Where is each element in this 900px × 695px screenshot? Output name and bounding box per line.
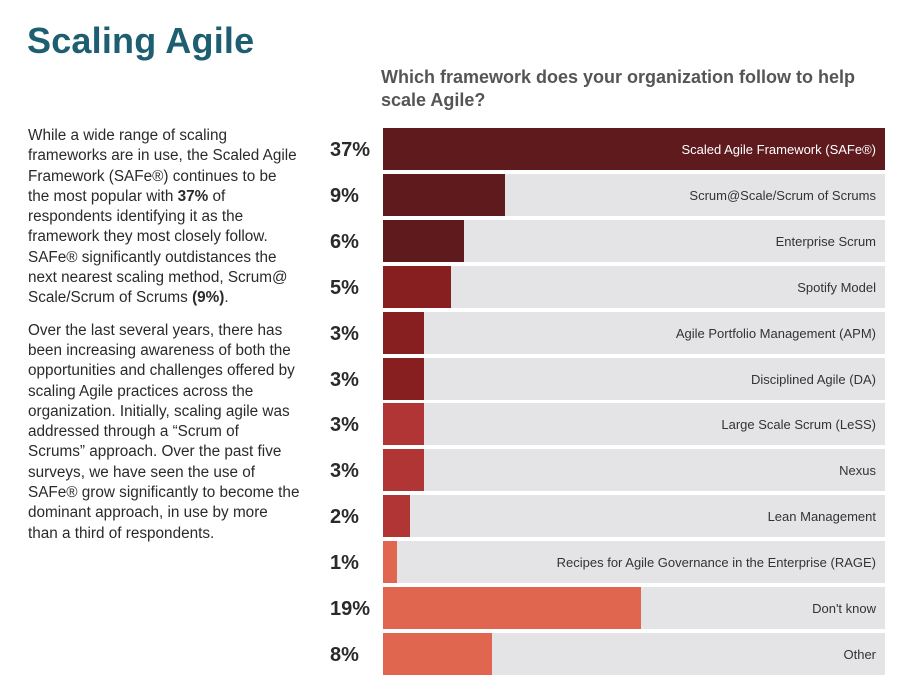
page-title: Scaling Agile <box>27 20 255 61</box>
bar-value-label: 19% <box>330 598 371 620</box>
bar-row: 5% Spotify Model <box>330 266 886 308</box>
paragraph-1: While a wide range of scaling frameworks… <box>28 127 297 307</box>
bar-track: Spotify Model <box>383 266 885 308</box>
bar-row: 3% Disciplined Agile (DA) <box>330 358 886 400</box>
bar-track: Scaled Agile Framework (SAFe®) <box>383 128 885 170</box>
bar-value-label: 2% <box>330 506 359 528</box>
bar <box>383 358 424 400</box>
bar-value-label: 37% <box>330 139 371 161</box>
bar-value-label: 3% <box>330 323 359 345</box>
bar-row: 3% Nexus <box>330 449 886 491</box>
category-label: Lean Management <box>767 509 876 524</box>
bar-row: 9% Scrum@Scale/Scrum of Scrums <box>330 174 886 216</box>
category-label: Scrum@Scale/Scrum of Scrums <box>689 188 876 203</box>
bar-track: Disciplined Agile (DA) <box>383 358 885 400</box>
bar-row: 3% Agile Portfolio Management (APM) <box>330 312 886 354</box>
bar <box>383 449 424 491</box>
body-text: While a wide range of scaling frameworks… <box>28 126 300 556</box>
category-label: Don't know <box>812 601 876 616</box>
bar-track: Lean Management <box>383 495 885 537</box>
bar <box>383 403 424 445</box>
bar-track: Enterprise Scrum <box>383 220 885 262</box>
bar <box>383 541 397 583</box>
chart-title: Which framework does your organization f… <box>381 67 856 110</box>
bar-row: 3% Large Scale Scrum (LeSS) <box>330 403 886 445</box>
category-label: Agile Portfolio Management (APM) <box>675 326 876 341</box>
bar-track: Nexus <box>383 449 885 491</box>
bar-track: Recipes for Agile Governance in the Ente… <box>383 541 885 583</box>
bar-value-label: 9% <box>330 185 359 207</box>
bar-value-label: 3% <box>330 460 359 482</box>
bar <box>383 174 506 216</box>
bar <box>383 633 492 675</box>
bar-track: Other <box>383 633 885 675</box>
category-label: Enterprise Scrum <box>775 234 876 249</box>
category-label: Scaled Agile Framework (SAFe®) <box>681 142 876 157</box>
bar-value-label: 1% <box>330 552 359 574</box>
bar-row: 19% Don't know <box>330 587 886 629</box>
bar-row: 8% Other <box>330 633 886 675</box>
category-label: Recipes for Agile Governance in the Ente… <box>556 555 876 570</box>
bar-value-label: 3% <box>330 414 359 436</box>
bar <box>383 220 465 262</box>
bar <box>383 495 411 537</box>
category-label: Spotify Model <box>797 280 876 295</box>
bar <box>383 587 641 629</box>
bar-track: Scrum@Scale/Scrum of Scrums <box>383 174 885 216</box>
bar-row: 1% Recipes for Agile Governance in the En… <box>330 541 886 583</box>
category-label: Disciplined Agile (DA) <box>751 372 876 387</box>
bar-value-label: 6% <box>330 231 359 253</box>
bar <box>383 128 885 170</box>
bar-track: Large Scale Scrum (LeSS) <box>383 403 885 445</box>
bar <box>383 266 451 308</box>
bar <box>383 312 424 354</box>
bar-track: Agile Portfolio Management (APM) <box>383 312 885 354</box>
paragraph-2: Over the last several years, there has b… <box>28 321 300 542</box>
bar-track: Don't know <box>383 587 885 629</box>
bar-value-label: 5% <box>330 277 359 299</box>
bar-value-label: 3% <box>330 369 359 391</box>
bar-chart: 37% Scaled Agile Framework (SAFe®) 9% Scrum… <box>330 128 890 678</box>
bar-row: 37% Scaled Agile Framework (SAFe®) <box>330 128 886 170</box>
category-label: Other <box>843 647 876 662</box>
category-label: Large Scale Scrum (LeSS) <box>721 417 876 432</box>
category-label: Nexus <box>839 463 876 478</box>
bar-value-label: 8% <box>330 644 359 666</box>
bar-row: 6% Enterprise Scrum <box>330 220 886 262</box>
bar-row: 2% Lean Management <box>330 495 886 537</box>
